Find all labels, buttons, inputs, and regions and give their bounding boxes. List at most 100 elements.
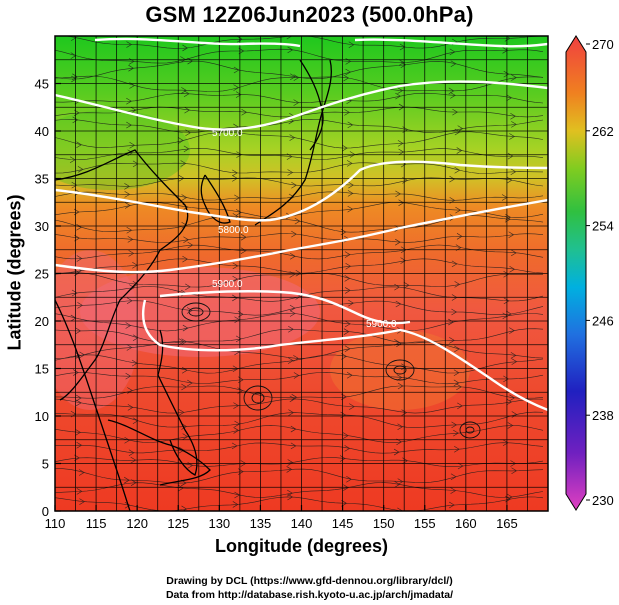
flow-arrow (233, 66, 240, 74)
flow-arrow (76, 441, 83, 449)
flow-arrow (75, 327, 82, 335)
flow-arrow (397, 87, 404, 94)
flow-arrow (294, 217, 301, 225)
x-tick-label: 140 (291, 516, 313, 531)
y-tick-label: 0 (42, 504, 49, 519)
contour-label: 5900.0 (366, 319, 397, 330)
flow-arrow (289, 134, 296, 141)
flow-arrow (448, 318, 454, 326)
flow-arrow (235, 209, 242, 216)
streamline (55, 118, 544, 134)
colorbar-label: 262 (592, 124, 614, 139)
credit-line-1: Drawing by DCL (https://www.gfd-dennou.o… (166, 575, 453, 587)
x-tick-label: 145 (332, 516, 354, 531)
flow-arrow (457, 462, 464, 470)
flow-arrow (232, 501, 239, 508)
flow-arrow (454, 166, 461, 174)
flow-arrow (233, 427, 240, 434)
flow-arrow (240, 247, 247, 254)
streamline (55, 468, 544, 484)
flow-arrow (132, 280, 139, 288)
flow-arrow (397, 382, 404, 390)
flow-arrow (291, 394, 298, 401)
flow-arrow (177, 484, 184, 492)
colorbar-label: 246 (592, 313, 614, 328)
flow-arrow (130, 106, 137, 114)
flow-arrow (126, 344, 133, 351)
flow-arrow (241, 109, 248, 116)
y-tick-label: 40 (35, 124, 49, 139)
flow-arrow (288, 409, 295, 416)
streamline (55, 191, 544, 201)
colorbar-body (565, 35, 587, 511)
flow-arrow (71, 181, 78, 189)
y-tick-label: 25 (35, 267, 49, 282)
flow-arrow (73, 369, 79, 376)
flow-arrow (396, 374, 403, 381)
flow-arrow (287, 169, 294, 176)
colorbar-label: 270 (592, 37, 614, 52)
flow-arrow (288, 325, 294, 333)
colorbar: 270 262 254 246 238 230 (565, 35, 614, 511)
flow-arrow (124, 476, 130, 484)
flow-arrow (394, 283, 400, 291)
flow-arrow (456, 383, 462, 391)
flow-arrow (232, 275, 239, 283)
flow-arrow (72, 73, 78, 81)
flow-arrow (124, 501, 131, 509)
flow-arrow (450, 60, 457, 68)
flow-arrow (452, 108, 458, 116)
flow-arrow (293, 74, 300, 81)
y-tick-label: 20 (35, 314, 49, 329)
flow-arrow (340, 411, 347, 419)
flow-arrow (127, 404, 134, 411)
flow-arrow (185, 283, 191, 291)
flow-arrow (290, 73, 296, 81)
flow-arrow (347, 205, 354, 213)
flow-arrow (509, 266, 516, 273)
y-tick-label: 35 (35, 172, 49, 187)
flow-arrow (178, 137, 184, 144)
flow-arrow (79, 498, 86, 505)
flow-arrow (448, 501, 455, 509)
flow-arrow (503, 297, 510, 305)
flow-arrow (343, 74, 350, 82)
colorbar-label: 230 (592, 493, 614, 508)
flow-arrow (449, 175, 456, 183)
flow-arrow (511, 74, 517, 81)
flow-arrow (287, 493, 294, 501)
flow-arrow (75, 394, 82, 402)
streamline (55, 60, 544, 80)
flow-arrow (346, 475, 352, 483)
streamline (55, 48, 544, 64)
flow-arrow (72, 116, 79, 124)
flow-arrow (234, 194, 240, 202)
credit-line-2: Data from http://database.rish.kyoto-u.a… (165, 589, 454, 601)
streamline (55, 457, 544, 467)
flow-arrow (341, 144, 348, 152)
flow-arrow (450, 92, 456, 99)
flow-arrow (344, 109, 350, 116)
flow-arrow (507, 422, 514, 429)
flow-arrow (510, 249, 517, 257)
flow-arrow (453, 369, 460, 377)
flow-arrow (129, 142, 136, 149)
x-tick-label: 110 (45, 516, 66, 531)
colorbar-label: 254 (592, 219, 614, 234)
flow-arrow (126, 121, 132, 129)
flow-arrow (511, 411, 518, 418)
flow-arrow (511, 467, 518, 475)
map-title: GSM 12Z06Jun2023 (500.0hPa) (145, 2, 474, 27)
flow-arrow (126, 226, 133, 234)
flow-arrow (451, 308, 458, 316)
flow-arrow (511, 358, 518, 365)
flow-arrow (231, 442, 238, 450)
flow-arrow (395, 300, 402, 308)
flow-arrow (510, 168, 517, 175)
flow-arrow (130, 479, 137, 486)
y-tick-label: 30 (35, 219, 49, 234)
flow-arrow (502, 439, 509, 446)
flow-arrow (344, 445, 351, 452)
x-tick-label: 130 (208, 516, 230, 531)
flow-arrow (394, 481, 401, 488)
